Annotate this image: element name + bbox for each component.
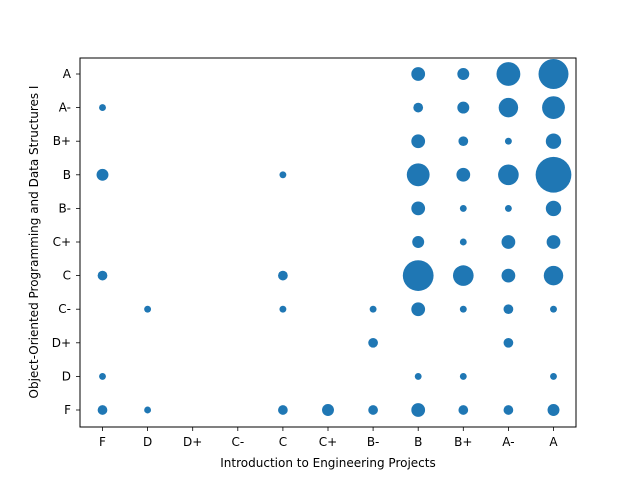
scatter-point [96, 168, 109, 181]
scatter-point [547, 404, 560, 416]
scatter-point [411, 403, 426, 417]
scatter-point [542, 96, 565, 120]
scatter-point [498, 164, 519, 186]
scatter-point [411, 302, 426, 317]
y-tick-label: D [62, 369, 71, 383]
y-tick-label: A- [59, 101, 71, 115]
scatter-point [535, 156, 572, 193]
scatter-point [457, 101, 470, 114]
scatter-point [411, 67, 426, 81]
y-tick-label: C [63, 269, 71, 283]
y-axis-ticks: F D D+ C- C C+ B- B B+ A- A [52, 67, 80, 417]
scatter-point [458, 136, 469, 147]
scatter-point [279, 171, 287, 179]
scatter-point [99, 104, 106, 112]
scatter-point [550, 372, 557, 380]
scatter-point [501, 235, 516, 249]
scatter-point [538, 59, 569, 89]
x-axis-label: Introduction to Engineering Projects [220, 456, 435, 470]
scatter-point [543, 265, 564, 286]
scatter-point [278, 405, 288, 415]
x-tick-label: C [279, 435, 287, 449]
scatter-point [546, 235, 561, 249]
scatter-point [457, 68, 470, 80]
scatter-point [411, 201, 426, 216]
scatter-point [144, 305, 152, 313]
scatter-point [402, 260, 434, 291]
x-tick-label: B+ [454, 435, 472, 449]
scatter-point [412, 236, 425, 248]
scatter-point [503, 337, 514, 348]
scatter-point [459, 238, 467, 246]
scatter-point [369, 305, 377, 313]
scatter-point [545, 200, 562, 217]
scatter-point [550, 305, 557, 313]
x-tick-label: F [99, 435, 106, 449]
scatter-point [414, 372, 422, 380]
scatter-point [411, 134, 426, 149]
scatter-point [144, 406, 152, 414]
y-tick-label: C+ [53, 235, 71, 249]
scatter-point [456, 167, 471, 182]
scatter-point [97, 270, 108, 281]
x-axis-ticks: F D D+ C- C C+ B- B B+ A- A [99, 427, 558, 449]
scatter-point [503, 405, 514, 415]
scatter-point [99, 372, 106, 380]
y-tick-label: B+ [53, 134, 71, 148]
scatter-point [498, 97, 519, 118]
x-tick-label: B [414, 435, 422, 449]
scatter-point [545, 133, 562, 149]
x-tick-label: C- [231, 435, 244, 449]
scatter-point [368, 405, 378, 415]
scatter-point [501, 268, 516, 283]
scatter-point [459, 204, 467, 212]
y-tick-label: B- [58, 201, 71, 215]
y-tick-label: B [63, 168, 71, 182]
y-tick-label: C- [58, 302, 71, 316]
x-tick-label: C+ [319, 435, 337, 449]
scatter-point [368, 337, 378, 348]
scatter-point [452, 265, 474, 286]
scatter-point [459, 305, 467, 313]
x-tick-label: D+ [183, 435, 202, 449]
scatter-point [97, 405, 108, 415]
scatter-point [458, 405, 469, 415]
points-layer [96, 59, 572, 417]
y-tick-label: A [63, 67, 72, 81]
scatter-point [496, 62, 521, 86]
scatter-point [459, 372, 467, 380]
scatter-point [413, 102, 424, 113]
x-tick-label: A [549, 435, 558, 449]
y-axis-label: Object-Oriented Programming and Data Str… [27, 86, 41, 399]
scatter-point [278, 270, 288, 281]
scatter-point [503, 304, 514, 315]
scatter-point [322, 404, 334, 416]
scatter-point [406, 163, 430, 187]
scatter-point [504, 137, 512, 145]
scatter-point [504, 204, 512, 212]
scatter-point [279, 305, 287, 313]
y-tick-label: F [64, 403, 71, 417]
y-tick-label: D+ [52, 336, 71, 350]
x-tick-label: A- [502, 435, 514, 449]
x-tick-label: B- [367, 435, 380, 449]
x-tick-label: D [143, 435, 152, 449]
